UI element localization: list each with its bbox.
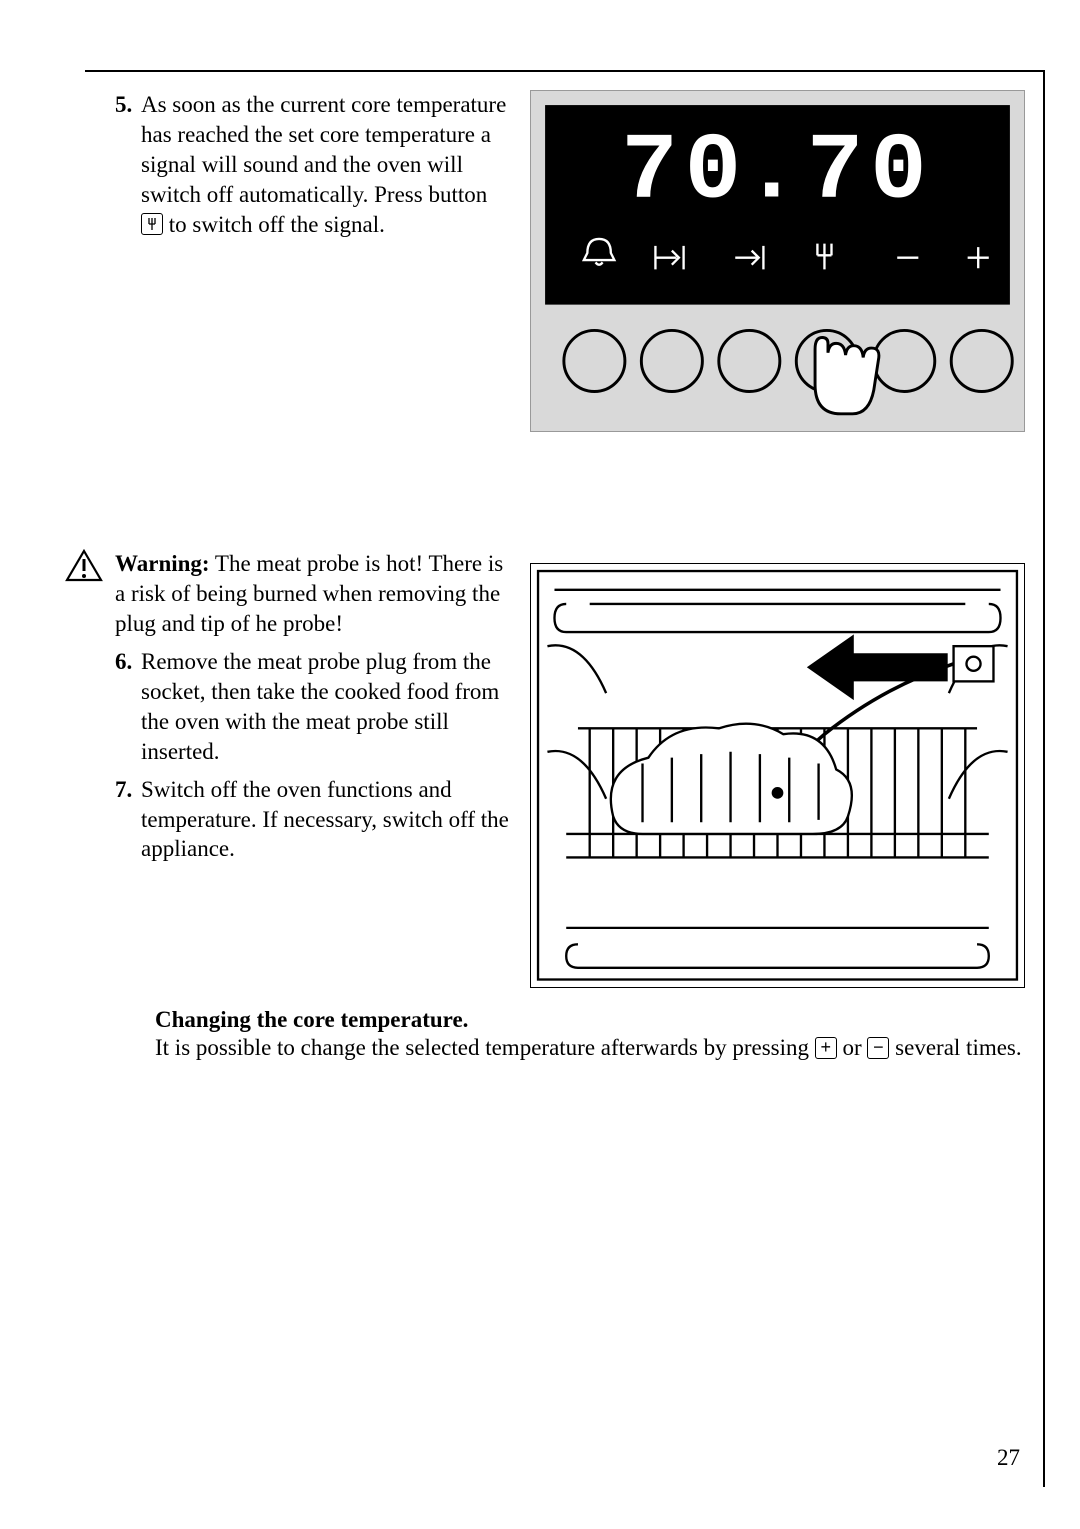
step-6: 6. Remove the meat probe plug from the s… [115, 647, 510, 767]
step-text: Remove the meat probe plug from the sock… [141, 647, 510, 767]
page-content: 5. As soon as the current core temperatu… [115, 90, 1025, 1063]
step-text: Switch off the oven functions and temper… [141, 775, 510, 865]
probe-button-icon [141, 213, 163, 235]
warning-block: Warning: The meat probe is hot! There is… [115, 549, 510, 639]
warning-label: Warning: [115, 551, 210, 576]
minus-button-icon: − [867, 1037, 889, 1059]
page-number: 27 [997, 1445, 1020, 1471]
step-text: As soon as the current core temperature … [141, 90, 510, 239]
warning-icon [65, 549, 103, 639]
step-number: 6. [115, 647, 141, 767]
control-panel-illustration: 70.70 [530, 90, 1025, 432]
plus-button-icon: + [815, 1037, 837, 1059]
step-5: 5. As soon as the current core temperatu… [115, 90, 510, 239]
section-heading: Changing the core temperature. [155, 1007, 1025, 1033]
step-number: 7. [115, 775, 141, 865]
step-7: 7. Switch off the oven functions and tem… [115, 775, 510, 865]
oven-interior-illustration [530, 563, 1025, 988]
svg-text:70.70: 70.70 [621, 120, 933, 226]
step-number: 5. [115, 90, 141, 239]
section-body: It is possible to change the selected te… [155, 1033, 1025, 1063]
